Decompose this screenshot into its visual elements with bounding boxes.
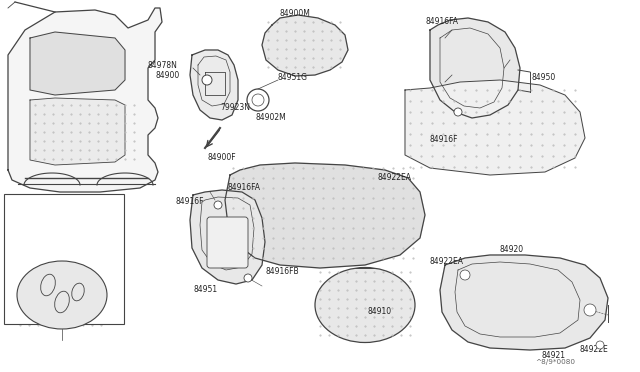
Text: 84951G: 84951G xyxy=(278,73,308,81)
Circle shape xyxy=(202,75,212,85)
Circle shape xyxy=(584,304,596,316)
Polygon shape xyxy=(30,32,125,95)
Text: 79923N: 79923N xyxy=(220,103,250,112)
Polygon shape xyxy=(8,8,162,192)
Text: 84922E: 84922E xyxy=(580,346,609,355)
FancyBboxPatch shape xyxy=(4,194,124,324)
Text: 84916FA: 84916FA xyxy=(425,17,458,26)
Ellipse shape xyxy=(315,267,415,343)
Circle shape xyxy=(244,274,252,282)
Circle shape xyxy=(214,201,222,209)
Text: 84922EA: 84922EA xyxy=(430,257,464,266)
Polygon shape xyxy=(30,98,125,165)
Text: 84910: 84910 xyxy=(12,238,36,247)
Text: 84920: 84920 xyxy=(500,246,524,254)
Polygon shape xyxy=(430,18,520,118)
FancyBboxPatch shape xyxy=(207,217,248,268)
Polygon shape xyxy=(225,163,425,268)
Polygon shape xyxy=(190,190,265,284)
Text: SPAIR TIRE: SPAIR TIRE xyxy=(12,225,58,234)
Text: 84916FB: 84916FB xyxy=(265,267,299,276)
Polygon shape xyxy=(440,255,608,350)
Text: 84900: 84900 xyxy=(155,71,179,80)
Ellipse shape xyxy=(17,261,107,329)
Text: 84950: 84950 xyxy=(532,74,556,83)
Polygon shape xyxy=(405,80,585,175)
Text: 84900M: 84900M xyxy=(280,9,310,17)
Polygon shape xyxy=(262,15,348,76)
Text: F/CONVENTIONAL: F/CONVENTIONAL xyxy=(12,214,79,222)
Text: 84916F: 84916F xyxy=(175,198,204,206)
Text: 84921: 84921 xyxy=(542,350,566,359)
Text: 84900F: 84900F xyxy=(208,154,237,163)
Text: OP: OP xyxy=(12,201,23,209)
Text: 84951: 84951 xyxy=(193,285,217,295)
Polygon shape xyxy=(190,50,238,120)
Text: 84916F: 84916F xyxy=(430,135,458,144)
Text: 84902M: 84902M xyxy=(255,113,285,122)
Text: ^8/9*0080: ^8/9*0080 xyxy=(535,359,575,365)
Text: 84978N: 84978N xyxy=(148,61,178,70)
Circle shape xyxy=(596,341,604,349)
Text: 84922EA: 84922EA xyxy=(378,173,412,183)
Text: 84916FA: 84916FA xyxy=(228,183,261,192)
Circle shape xyxy=(454,108,462,116)
Circle shape xyxy=(460,270,470,280)
Text: 84910: 84910 xyxy=(368,308,392,317)
